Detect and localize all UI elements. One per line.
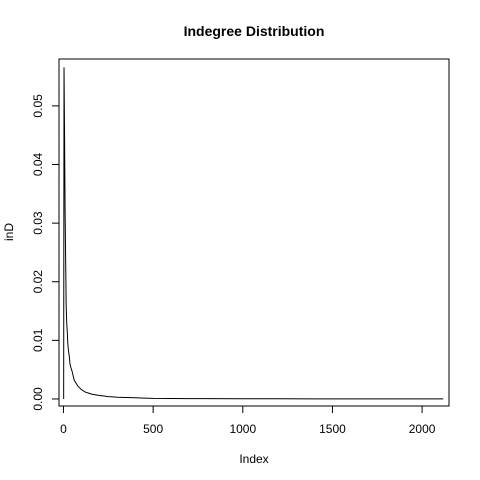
y-axis: 0.00 0.01 0.02 0.03 0.04 0.05 — [31, 94, 60, 411]
y-tick-label-0: 0.00 — [31, 387, 45, 411]
x-tick-label-1: 500 — [143, 422, 163, 436]
y-tick-label-1: 0.01 — [31, 328, 45, 352]
y-tick-label-3: 0.03 — [31, 211, 45, 235]
x-tick-label-2: 1000 — [229, 422, 256, 436]
y-axis-label: inD — [2, 223, 16, 241]
x-tick-label-4: 2000 — [409, 422, 436, 436]
x-axis: 0 500 1000 1500 2000 — [60, 405, 436, 436]
x-tick-label-0: 0 — [60, 422, 67, 436]
x-tick-label-3: 1500 — [319, 422, 346, 436]
x-axis-label: Index — [239, 452, 268, 466]
chart-title: Indegree Distribution — [184, 23, 325, 39]
series-line-0 — [63, 67, 444, 400]
series-layer — [63, 67, 444, 400]
y-tick-label-4: 0.04 — [31, 153, 45, 177]
y-tick-label-2: 0.02 — [31, 270, 45, 294]
y-tick-label-5: 0.05 — [31, 94, 45, 118]
